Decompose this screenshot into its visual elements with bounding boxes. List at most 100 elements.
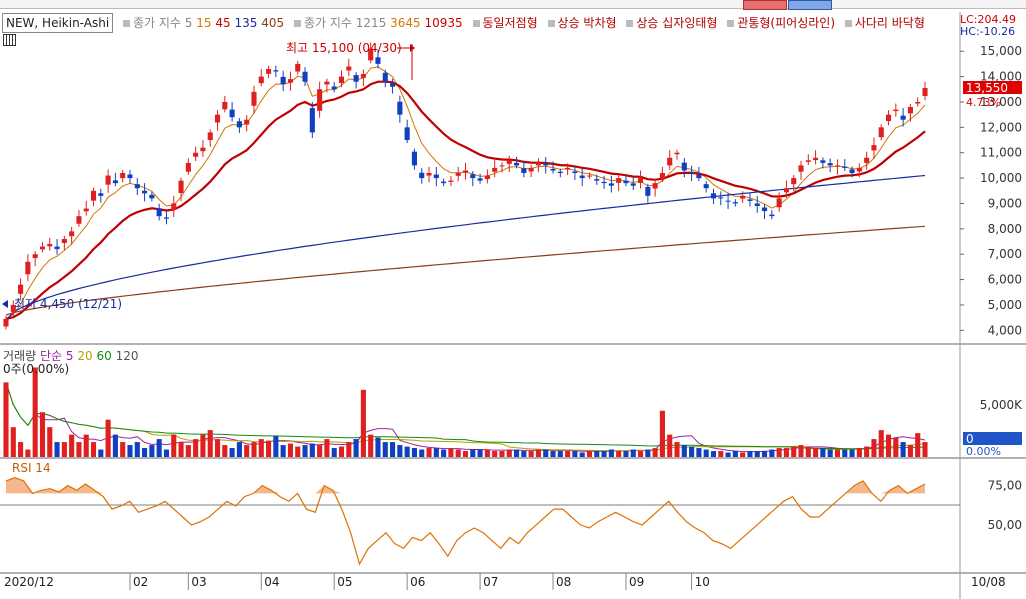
volume-ma5: [5, 382, 926, 453]
candle-down: [419, 172, 425, 179]
rsi-tick-label: 75,00: [988, 479, 1022, 493]
candle-down: [601, 181, 607, 184]
candle-down: [397, 101, 403, 115]
candle-up: [39, 246, 46, 250]
candle-up: [120, 173, 126, 179]
candle-down: [521, 168, 527, 174]
candle-up: [499, 165, 505, 167]
candle-up: [878, 127, 884, 138]
volume-bar-down: [229, 448, 235, 457]
candle-up: [368, 48, 374, 61]
candle-up: [659, 173, 665, 180]
candle-down: [470, 174, 476, 179]
candle-down: [112, 180, 118, 184]
candle-up: [18, 284, 24, 294]
low-arrow-head: [2, 300, 8, 308]
lc-value: LC:204.49: [960, 13, 1017, 26]
candle-up: [448, 180, 454, 182]
volume-bar-up: [426, 448, 432, 457]
volume-bar-up: [69, 434, 75, 457]
candle-down: [681, 162, 687, 171]
candle-down: [98, 193, 104, 196]
volume-current: 0주(0.00%): [3, 362, 70, 376]
buy-button[interactable]: [743, 0, 787, 10]
candle-down: [331, 86, 337, 90]
candle-down: [156, 208, 162, 217]
candle-down: [608, 183, 614, 186]
volume-bar-up: [317, 445, 323, 457]
volume-bar-down: [703, 449, 709, 457]
candle-down: [732, 202, 738, 204]
candle-up: [856, 167, 862, 172]
volume-bar-down: [696, 448, 702, 457]
candle-up: [506, 160, 512, 164]
volume-bar-up: [448, 448, 454, 457]
candle-up: [813, 157, 819, 161]
volume-bar-up: [864, 446, 870, 457]
candle-up: [586, 175, 593, 177]
volume-bar-up: [25, 449, 31, 457]
volume-bar-up: [922, 442, 928, 457]
candle-down: [54, 246, 60, 250]
candle-down: [273, 70, 279, 72]
candle-down: [411, 151, 417, 166]
pattern-label: 동일저점형: [482, 16, 538, 30]
ma5-line: [5, 66, 926, 320]
candle-down: [623, 180, 629, 184]
current-price-pct: 4.73%: [966, 96, 1001, 109]
candle-down: [433, 174, 439, 179]
candle-down: [630, 183, 636, 186]
candle-down: [302, 71, 308, 82]
candle-down: [645, 186, 651, 196]
candle-up: [317, 89, 323, 111]
candle-down: [594, 179, 600, 181]
volume-bar-up: [222, 445, 228, 457]
pattern-label: 사다리 바닥형: [854, 16, 925, 30]
candle-up: [484, 175, 490, 180]
symbol-label[interactable]: NEW, Heikin-Ashi: [2, 13, 114, 33]
sell-button[interactable]: [788, 0, 832, 10]
volume-bar-down: [514, 449, 520, 457]
volume-bar-up: [492, 451, 498, 457]
candle-down: [390, 83, 396, 87]
candle-up: [922, 88, 928, 97]
candle-up: [171, 203, 177, 211]
volume-bar-down: [236, 442, 242, 457]
candle-down: [404, 127, 410, 141]
volume-bar-up: [83, 434, 89, 457]
volume-legend: 거래량 단순 5 20 60 120: [3, 347, 138, 364]
candle-down: [134, 184, 140, 189]
volume-bar-down: [441, 449, 447, 457]
grid-table-icon[interactable]: [3, 34, 16, 46]
volume-bar-down: [630, 449, 636, 457]
legend-swatch: [547, 20, 555, 27]
volume-bar-down: [397, 445, 403, 457]
volume-bar-up: [499, 451, 505, 457]
price-tick-label: 4,000: [988, 323, 1022, 337]
price-tick-label: 12,000: [980, 120, 1022, 134]
candle-up: [258, 76, 264, 84]
volume-bar-down: [754, 451, 760, 457]
price-tick-label: 10,000: [980, 171, 1022, 185]
candle-up: [214, 114, 221, 123]
candle-up: [805, 160, 811, 162]
volume-bar-down: [156, 439, 162, 457]
candle-down: [754, 203, 760, 206]
month-label: 02: [133, 575, 148, 589]
volume-bar-up: [178, 442, 184, 457]
candle-up: [637, 178, 644, 183]
volume-bar-down: [761, 451, 768, 457]
ma-label: 종가 지수 5: [132, 16, 193, 30]
volume-bar-up: [244, 445, 250, 457]
volume-bar-up: [667, 434, 673, 457]
volume-bar-up: [32, 367, 38, 457]
volume-period-60: 60: [96, 349, 112, 363]
volume-period-120: 120: [115, 349, 139, 363]
volume-bar-down: [579, 452, 585, 457]
candle-down: [163, 217, 170, 219]
high-arrow-head: [410, 44, 415, 52]
volume-bar-down: [309, 443, 315, 457]
volume-bar-up: [674, 442, 680, 457]
candle-down: [572, 171, 578, 174]
